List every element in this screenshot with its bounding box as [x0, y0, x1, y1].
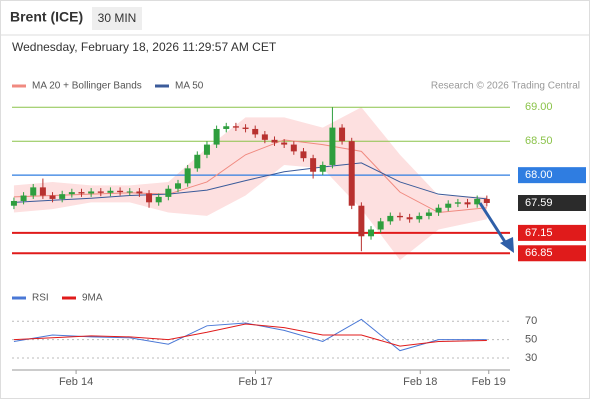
- candle-body: [368, 229, 375, 237]
- candle-body: [213, 128, 220, 145]
- candle-body: [474, 198, 481, 205]
- candle-body: [348, 141, 355, 206]
- candle-body: [261, 134, 268, 140]
- level-label: 69.00: [525, 101, 553, 113]
- candle-body: [416, 215, 423, 220]
- x-tick-label: Feb 14: [59, 376, 93, 388]
- source: Research © 2026 Trading Central: [431, 81, 580, 92]
- candle-body: [78, 192, 85, 194]
- candle-body: [425, 212, 432, 216]
- candle-body: [49, 195, 56, 199]
- candle-body: [194, 154, 201, 169]
- candle-body: [175, 183, 181, 189]
- level-box: [518, 224, 586, 241]
- y-tick-label: 30: [525, 352, 537, 364]
- candle-body: [387, 215, 394, 222]
- candle-body: [59, 194, 66, 199]
- candle-body: [126, 191, 133, 193]
- level-label: 66.85: [525, 247, 553, 259]
- candle-body: [242, 127, 249, 129]
- level-label: 67.15: [525, 227, 553, 239]
- candle-body: [39, 187, 46, 196]
- legend-label: MA 50: [175, 81, 204, 92]
- candle-body: [377, 221, 384, 230]
- candle-body: [358, 205, 365, 237]
- candle-body: [136, 191, 143, 194]
- candle-body: [203, 144, 210, 155]
- candle-body: [10, 200, 17, 206]
- candle-body: [271, 139, 278, 143]
- last-price-label: 67.59: [525, 197, 553, 209]
- candle-body: [232, 126, 239, 128]
- candle-body: [406, 217, 413, 220]
- forecast-arrowhead: [500, 237, 514, 253]
- candle-body: [435, 207, 442, 213]
- rsi-line: [13, 323, 487, 347]
- level-label: 68.00: [525, 169, 553, 181]
- x-tick-label: Feb 19: [472, 376, 506, 388]
- candle-body: [396, 215, 403, 218]
- candle-body: [319, 164, 326, 172]
- candle-body: [155, 196, 162, 203]
- candle-body: [117, 190, 124, 193]
- candle-body: [68, 192, 75, 195]
- candle-body: [146, 193, 153, 203]
- candle-body: [20, 195, 27, 201]
- date: Wednesday, February 18, 2026 11:29:57 AM…: [12, 40, 277, 54]
- last-price-box: [518, 195, 586, 211]
- candle-body: [445, 203, 452, 208]
- legend-label: MA 20 + Bollinger Bands: [32, 81, 142, 92]
- candle-body: [310, 158, 317, 172]
- level-label: 68.50: [525, 135, 553, 147]
- bollinger-band: [13, 107, 487, 261]
- candle-body: [223, 126, 230, 129]
- rsi-line: [13, 318, 487, 352]
- candle-body: [30, 187, 37, 196]
- candle-body: [184, 168, 191, 184]
- ma50-line: [13, 162, 487, 203]
- legend-label: RSI: [32, 293, 49, 304]
- candle-body: [97, 191, 104, 193]
- level-box: [518, 167, 586, 184]
- candle-body: [252, 128, 259, 135]
- candle-body: [300, 151, 307, 159]
- candle-body: [483, 198, 490, 203]
- candle-body: [107, 190, 114, 193]
- x-tick-label: Feb 18: [403, 376, 437, 388]
- candle-body: [88, 191, 95, 194]
- candle-body: [464, 202, 471, 205]
- x-tick-label: Feb 17: [238, 376, 272, 388]
- candle-body: [339, 127, 346, 142]
- candle-body: [165, 188, 172, 197]
- timeframe: 30 MIN: [98, 11, 137, 25]
- instrument-title: Brent (ICE): [10, 9, 83, 25]
- timeframe-box: [92, 7, 142, 30]
- forecast-arrow: [478, 202, 509, 246]
- level-box: [518, 245, 586, 262]
- candle-body: [329, 127, 336, 165]
- candle-body: [281, 142, 288, 145]
- candle-body: [290, 144, 297, 152]
- y-tick-label: 50: [525, 334, 537, 346]
- legend-label: 9MA: [82, 293, 103, 304]
- candle-body: [454, 202, 461, 204]
- y-tick-label: 70: [525, 315, 537, 327]
